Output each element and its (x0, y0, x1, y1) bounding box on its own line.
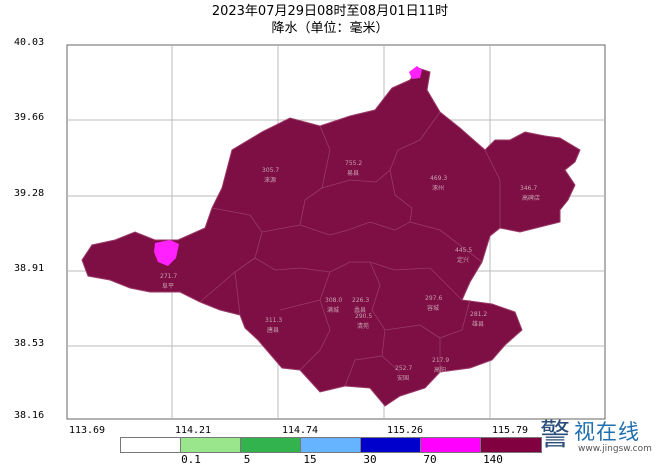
station-value: 308.0 (325, 297, 342, 304)
station-value: 346.7 (520, 185, 537, 192)
x-tick-label: 114.21 (174, 425, 212, 436)
y-tick-label: 40.03 (14, 37, 45, 48)
watermark-url: www.jingsw.com (578, 444, 652, 454)
station-label: 252.7 安国 (395, 365, 412, 382)
station-name: 清苑 (357, 322, 369, 330)
x-tick-label: 113.69 (68, 425, 106, 436)
station-name: 阜平 (162, 282, 174, 290)
highlight-region-west (154, 240, 179, 266)
region-shape (81, 67, 581, 407)
station-value: 311.3 (265, 317, 282, 324)
legend-swatch (241, 438, 301, 452)
station-label: 311.3 唐县 (265, 317, 282, 334)
legend-swatch (481, 438, 541, 452)
y-tick-label: 38.53 (14, 338, 45, 349)
watermark-logo: 警 视在线 www.jingsw.com (540, 410, 652, 460)
station-label: 217.9 高阳 (432, 357, 449, 374)
legend-swatch (181, 438, 241, 452)
station-name: 高阳 (434, 366, 446, 374)
legend-swatch (121, 438, 181, 452)
badge-icon: 警 (540, 418, 570, 453)
station-value: 469.3 (430, 175, 447, 182)
station-name: 安国 (397, 374, 409, 382)
highlight-region-north (409, 66, 422, 79)
station-value: 217.9 (432, 357, 449, 364)
y-tick-label: 39.28 (14, 188, 45, 199)
station-name: 容城 (427, 304, 439, 312)
y-tick-label: 38.91 (14, 263, 45, 274)
county-boundaries (199, 111, 501, 387)
station-label: 469.3 涿州 (430, 175, 447, 192)
legend-label: 0.1 (181, 453, 201, 466)
station-label: 297.6 容城 (425, 295, 442, 312)
station-name: 雄县 (472, 320, 484, 328)
legend-swatch (301, 438, 361, 452)
station-name: 满城 (327, 306, 339, 314)
legend-swatch (361, 438, 421, 452)
station-name: 涞源 (264, 176, 276, 184)
station-name: 定兴 (457, 256, 469, 264)
station-label: 290.5 清苑 (355, 313, 372, 330)
station-value: 290.5 (355, 313, 372, 320)
station-value: 252.7 (395, 365, 412, 372)
y-tick-label: 39.66 (14, 112, 45, 123)
station-label: 271.7 阜平 (160, 273, 177, 290)
station-label: 755.2 易县 (345, 160, 362, 177)
station-label: 346.7 高碑店 (520, 185, 540, 202)
color-legend (120, 437, 542, 453)
map-subtitle: 降水（单位：毫米） (271, 21, 389, 36)
legend-label: 15 (303, 453, 317, 466)
station-label: 305.7 涞源 (262, 167, 279, 184)
legend-label: 70 (423, 453, 437, 466)
station-value: 755.2 (345, 160, 362, 167)
legend-label: 30 (363, 453, 377, 466)
watermark-name: 视在线 (574, 420, 640, 444)
legend-label: 5 (243, 453, 251, 466)
station-value: 226.3 (352, 297, 369, 304)
station-label: 226.3 蠡县 (352, 297, 369, 314)
map-title: 2023年07月29日08时至08月01日11时 (211, 4, 449, 19)
station-name: 蠡县 (354, 306, 366, 314)
station-value: 297.6 (425, 295, 442, 302)
x-tick-label: 115.79 (491, 425, 529, 436)
station-name: 高碑店 (522, 194, 540, 202)
station-labels: 305.7 涞源 755.2 易县 469.3 涿州 445.5 定兴 346.7 高碑店 271.… (160, 160, 540, 382)
legend-label: 140 (483, 453, 503, 466)
station-value: 445.5 (455, 247, 472, 254)
station-value: 305.7 (262, 167, 279, 174)
station-label: 445.5 定兴 (455, 247, 472, 264)
station-label: 281.2 雄县 (470, 311, 487, 328)
station-name: 涿州 (432, 184, 444, 192)
station-name: 唐县 (267, 326, 279, 334)
station-name: 易县 (347, 170, 359, 177)
y-tick-label: 38.16 (14, 410, 45, 421)
station-label: 308.0 满城 (325, 297, 342, 314)
station-value: 271.7 (160, 273, 177, 280)
x-tick-label: 115.26 (386, 425, 424, 436)
station-value: 281.2 (470, 311, 487, 318)
legend-swatch (421, 438, 481, 452)
x-tick-label: 114.74 (281, 425, 319, 436)
